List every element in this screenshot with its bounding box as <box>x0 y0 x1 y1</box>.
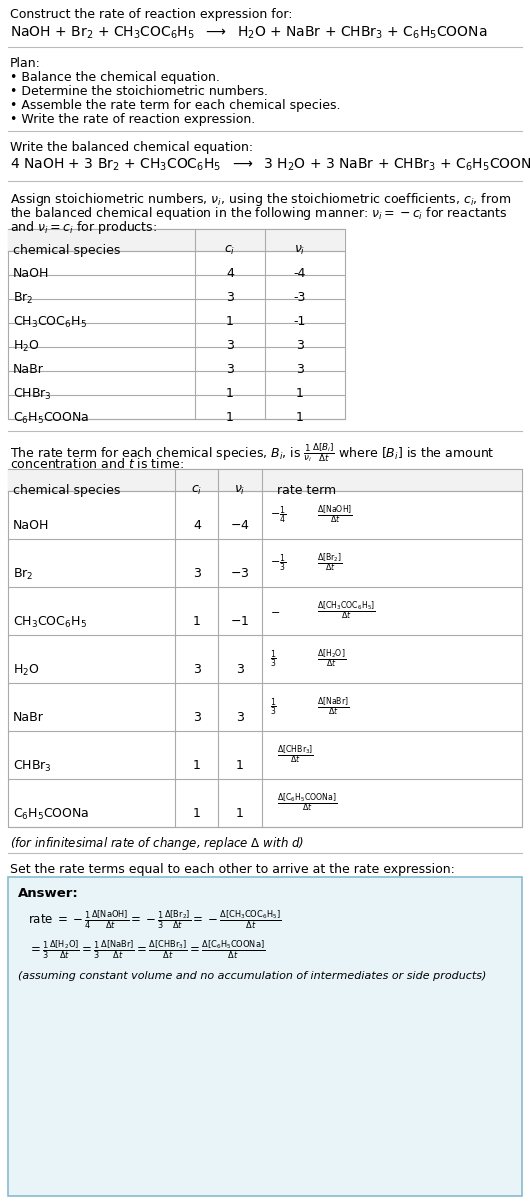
Text: The rate term for each chemical species, $B_i$, is $\frac{1}{\nu_i}\frac{\Delta : The rate term for each chemical species,… <box>10 441 494 464</box>
Text: Assign stoichiometric numbers, $\nu_i$, using the stoichiometric coefficients, $: Assign stoichiometric numbers, $\nu_i$, … <box>10 191 511 208</box>
Text: 3: 3 <box>236 663 244 675</box>
Text: $-$: $-$ <box>270 606 280 616</box>
Text: $\frac{1}{3}$: $\frac{1}{3}$ <box>270 648 277 669</box>
Text: • Determine the stoichiometric numbers.: • Determine the stoichiometric numbers. <box>10 85 268 98</box>
Text: 3: 3 <box>296 340 304 352</box>
Text: H$_2$O: H$_2$O <box>13 663 40 678</box>
Text: $\frac{1}{3}$: $\frac{1}{3}$ <box>270 696 277 718</box>
Bar <box>8 877 522 1196</box>
Text: 1: 1 <box>226 411 234 424</box>
Text: Answer:: Answer: <box>18 887 79 901</box>
Bar <box>8 470 522 827</box>
Text: Br$_2$: Br$_2$ <box>13 291 33 306</box>
Text: $\frac{\Delta[\mathrm{NaBr}]}{\Delta t}$: $\frac{\Delta[\mathrm{NaBr}]}{\Delta t}$ <box>317 696 350 719</box>
Text: 1: 1 <box>296 411 304 424</box>
Text: $\frac{\Delta[\mathrm{CHBr}_3]}{\Delta t}$: $\frac{\Delta[\mathrm{CHBr}_3]}{\Delta t… <box>277 744 314 767</box>
Text: NaOH + Br$_2$ + CH$_3$COC$_6$H$_5$  $\longrightarrow$  H$_2$O + NaBr + CHBr$_3$ : NaOH + Br$_2$ + CH$_3$COC$_6$H$_5$ $\lon… <box>10 25 488 41</box>
Text: • Write the rate of reaction expression.: • Write the rate of reaction expression. <box>10 113 255 126</box>
Text: -4: -4 <box>294 267 306 281</box>
Text: $-4$: $-4$ <box>230 519 250 532</box>
Text: CH$_3$COC$_6$H$_5$: CH$_3$COC$_6$H$_5$ <box>13 315 87 330</box>
Text: $\nu_i$: $\nu_i$ <box>234 484 246 497</box>
Text: 1: 1 <box>236 759 244 772</box>
Text: NaBr: NaBr <box>13 712 44 724</box>
Text: 3: 3 <box>236 712 244 724</box>
Text: C$_6$H$_5$COONa: C$_6$H$_5$COONa <box>13 807 90 822</box>
Text: • Balance the chemical equation.: • Balance the chemical equation. <box>10 71 220 84</box>
Text: rate term: rate term <box>277 484 337 497</box>
Text: Br$_2$: Br$_2$ <box>13 567 33 582</box>
Text: chemical species: chemical species <box>13 244 120 256</box>
Text: and $\nu_i = c_i$ for products:: and $\nu_i = c_i$ for products: <box>10 219 157 236</box>
Text: CHBr$_3$: CHBr$_3$ <box>13 759 52 774</box>
Bar <box>8 229 345 419</box>
Text: CH$_3$COC$_6$H$_5$: CH$_3$COC$_6$H$_5$ <box>13 615 87 630</box>
Text: $\frac{\Delta[\mathrm{Br}_2]}{\Delta t}$: $\frac{\Delta[\mathrm{Br}_2]}{\Delta t}$ <box>317 551 343 574</box>
Text: $c_i$: $c_i$ <box>224 244 236 258</box>
Text: NaBr: NaBr <box>13 362 44 376</box>
Text: $\nu_i$: $\nu_i$ <box>294 244 306 258</box>
Text: C$_6$H$_5$COONa: C$_6$H$_5$COONa <box>13 411 90 426</box>
Text: the balanced chemical equation in the following manner: $\nu_i = -c_i$ for react: the balanced chemical equation in the fo… <box>10 205 508 222</box>
Text: $\frac{\Delta[\mathrm{C}_6\mathrm{H}_5\mathrm{COONa}]}{\Delta t}$: $\frac{\Delta[\mathrm{C}_6\mathrm{H}_5\m… <box>277 791 338 814</box>
Text: H$_2$O: H$_2$O <box>13 340 40 354</box>
Text: $c_i$: $c_i$ <box>191 484 202 497</box>
Text: 4 NaOH + 3 Br$_2$ + CH$_3$COC$_6$H$_5$  $\longrightarrow$  3 H$_2$O + 3 NaBr + C: 4 NaOH + 3 Br$_2$ + CH$_3$COC$_6$H$_5$ $… <box>10 157 530 173</box>
Text: 4: 4 <box>226 267 234 281</box>
Text: 3: 3 <box>296 362 304 376</box>
Text: concentration and $t$ is time:: concentration and $t$ is time: <box>10 458 184 471</box>
Text: $-3$: $-3$ <box>231 567 250 580</box>
Text: 1: 1 <box>226 386 234 400</box>
Bar <box>8 470 522 491</box>
Text: $-\frac{1}{4}$: $-\frac{1}{4}$ <box>270 504 286 526</box>
Text: chemical species: chemical species <box>13 484 120 497</box>
Text: 3: 3 <box>226 291 234 303</box>
Text: 1: 1 <box>193 807 201 820</box>
Text: Set the rate terms equal to each other to arrive at the rate expression:: Set the rate terms equal to each other t… <box>10 863 455 877</box>
Text: (for infinitesimal rate of change, replace $\Delta$ with $d$): (for infinitesimal rate of change, repla… <box>10 836 304 852</box>
Text: 3: 3 <box>193 712 201 724</box>
Text: rate $= -\frac{1}{4}\frac{\Delta[\mathrm{NaOH}]}{\Delta t} = -\frac{1}{3}\frac{\: rate $= -\frac{1}{4}\frac{\Delta[\mathrm… <box>28 909 281 932</box>
Text: Construct the rate of reaction expression for:: Construct the rate of reaction expressio… <box>10 8 293 20</box>
Text: 1: 1 <box>193 615 201 628</box>
Text: CHBr$_3$: CHBr$_3$ <box>13 386 52 402</box>
Text: NaOH: NaOH <box>13 519 49 532</box>
Text: 3: 3 <box>226 362 234 376</box>
Text: $-1$: $-1$ <box>231 615 250 628</box>
Text: 1: 1 <box>226 315 234 327</box>
Text: 1: 1 <box>296 386 304 400</box>
Text: 4: 4 <box>193 519 201 532</box>
Bar <box>8 229 345 250</box>
Text: 3: 3 <box>226 340 234 352</box>
Text: Plan:: Plan: <box>10 57 41 70</box>
Text: NaOH: NaOH <box>13 267 49 281</box>
Text: $\frac{\Delta[\mathrm{NaOH}]}{\Delta t}$: $\frac{\Delta[\mathrm{NaOH}]}{\Delta t}$ <box>317 503 353 526</box>
Text: -3: -3 <box>294 291 306 303</box>
Text: 1: 1 <box>236 807 244 820</box>
Text: (assuming constant volume and no accumulation of intermediates or side products): (assuming constant volume and no accumul… <box>18 970 487 981</box>
Text: 1: 1 <box>193 759 201 772</box>
Text: 3: 3 <box>193 567 201 580</box>
Text: Write the balanced chemical equation:: Write the balanced chemical equation: <box>10 141 253 154</box>
Text: $\frac{\Delta[\mathrm{CH}_3\mathrm{COC}_6\mathrm{H}_5]}{\Delta t}$: $\frac{\Delta[\mathrm{CH}_3\mathrm{COC}_… <box>317 600 376 622</box>
Text: $= \frac{1}{3}\frac{\Delta[\mathrm{H}_2\mathrm{O}]}{\Delta t} = \frac{1}{3}\frac: $= \frac{1}{3}\frac{\Delta[\mathrm{H}_2\… <box>28 939 266 962</box>
Text: $-\frac{1}{3}$: $-\frac{1}{3}$ <box>270 553 286 574</box>
Text: -1: -1 <box>294 315 306 327</box>
Text: 3: 3 <box>193 663 201 675</box>
Text: $\frac{\Delta[\mathrm{H}_2\mathrm{O}]}{\Delta t}$: $\frac{\Delta[\mathrm{H}_2\mathrm{O}]}{\… <box>317 648 346 671</box>
Text: • Assemble the rate term for each chemical species.: • Assemble the rate term for each chemic… <box>10 99 340 112</box>
